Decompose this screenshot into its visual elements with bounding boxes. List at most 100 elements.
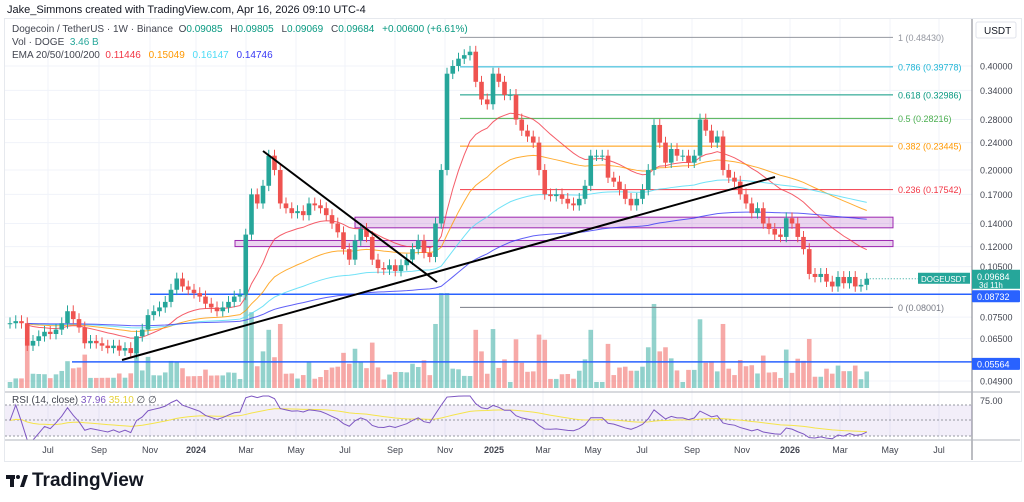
candle-body [214, 307, 220, 312]
candle [755, 202, 760, 219]
ema-label: EMA 20/50/100/200 [12, 50, 100, 61]
candle [622, 184, 628, 205]
candle-body [76, 319, 82, 328]
tradingview-brand: TradingView [32, 470, 144, 491]
candle-body [530, 136, 536, 143]
candle-body [548, 194, 553, 197]
candle [134, 330, 139, 359]
candle [329, 209, 335, 229]
price-tick: 0.20000 [980, 165, 1013, 175]
rsi-legend[interactable]: RSI (14, close) 37.96 35.10 ∅ ∅ [12, 395, 157, 406]
candle [369, 231, 375, 265]
candle-body [709, 130, 714, 143]
volume-bar [599, 382, 605, 388]
time-tick: Sep [684, 445, 700, 455]
candle [450, 60, 456, 80]
candle [99, 337, 105, 351]
candle-body [795, 223, 801, 237]
candle-body [490, 73, 496, 105]
candle-body [674, 149, 680, 156]
candle-body [421, 240, 427, 253]
time-tick: 2026 [780, 445, 800, 455]
candle [139, 323, 145, 342]
candle [513, 88, 519, 125]
candle [352, 234, 358, 265]
candle [157, 301, 162, 317]
candle-body [42, 331, 47, 337]
candle [145, 309, 151, 335]
volume-value: 3.46 B [69, 37, 99, 48]
candle-body [450, 66, 456, 74]
candle-body [162, 301, 168, 308]
candle [427, 247, 433, 263]
candle-body [237, 294, 243, 297]
candle-body [467, 51, 473, 56]
time-tick: Jul [636, 445, 648, 455]
candle [364, 223, 369, 243]
time-tick: Nov [437, 445, 454, 455]
volume-bar [289, 373, 295, 388]
volume-bar [42, 374, 47, 388]
candle-body [732, 177, 737, 182]
hline-price-badge [972, 290, 1020, 303]
candle-body [513, 94, 519, 120]
volume-bar [122, 377, 128, 388]
candle-body [697, 119, 703, 156]
volume-bar [778, 377, 783, 388]
volume-bar [139, 370, 145, 388]
time-tick: May [287, 445, 305, 455]
time-tick: Jul [933, 445, 945, 455]
volume-bar [226, 372, 231, 388]
volume-bar [772, 372, 778, 388]
candle [628, 192, 634, 211]
volume-bar [312, 378, 318, 388]
candle-body [473, 51, 479, 82]
volume-legend[interactable]: Vol · DOGE 3.46 B [12, 36, 468, 49]
price-tick: 0.06500 [980, 334, 1013, 344]
ema-legend[interactable]: EMA 20/50/100/200 0.11446 0.15049 0.1614… [12, 49, 468, 62]
ema50-value: 0.15049 [148, 50, 185, 61]
candle-body [346, 249, 352, 260]
symbol-legend[interactable]: Dogecoin / TetherUS · 1W · Binance O0.09… [12, 23, 468, 36]
tradingview-logo[interactable]: TradingView [6, 470, 144, 492]
candle [295, 205, 300, 219]
candle-body [289, 208, 295, 214]
price-tick: 0.34000 [980, 86, 1013, 96]
time-tick: May [881, 445, 899, 455]
candle [341, 226, 346, 255]
volume-bar [318, 377, 323, 388]
candle [387, 259, 392, 275]
volume-bar [864, 371, 870, 388]
volume-bar [404, 372, 410, 388]
candle [571, 197, 576, 211]
candle-body [329, 215, 335, 224]
volume-bar [611, 375, 617, 388]
candle-body [858, 284, 864, 287]
ema-100-line [27, 179, 867, 329]
last-price-badge [972, 269, 1020, 289]
candle [496, 67, 502, 88]
candle-body [381, 268, 387, 270]
candle-body [19, 321, 24, 324]
candle-body [835, 276, 841, 287]
candle-body [461, 55, 467, 59]
candle-body [737, 181, 743, 195]
candle-body [70, 311, 76, 320]
volume-bar [663, 347, 668, 388]
volume-bar [473, 329, 479, 388]
volume-bar [335, 366, 341, 388]
rsi-ma-line [9, 408, 867, 432]
candle-body [640, 190, 645, 199]
volume-bar [145, 356, 151, 388]
volume-bar [427, 375, 433, 388]
candle [226, 296, 231, 313]
candle [254, 188, 260, 209]
candle-body [122, 348, 128, 351]
candle [795, 217, 801, 243]
candle-body [7, 323, 13, 325]
volume-bar [737, 360, 743, 388]
candle-body [806, 249, 812, 274]
price-chart[interactable]: 1 (0.48430) 0.786 (0.39778) 0.618 (0.32986… [0, 0, 1024, 470]
ema200-value: 0.14746 [236, 50, 273, 61]
candle-body [157, 307, 162, 312]
